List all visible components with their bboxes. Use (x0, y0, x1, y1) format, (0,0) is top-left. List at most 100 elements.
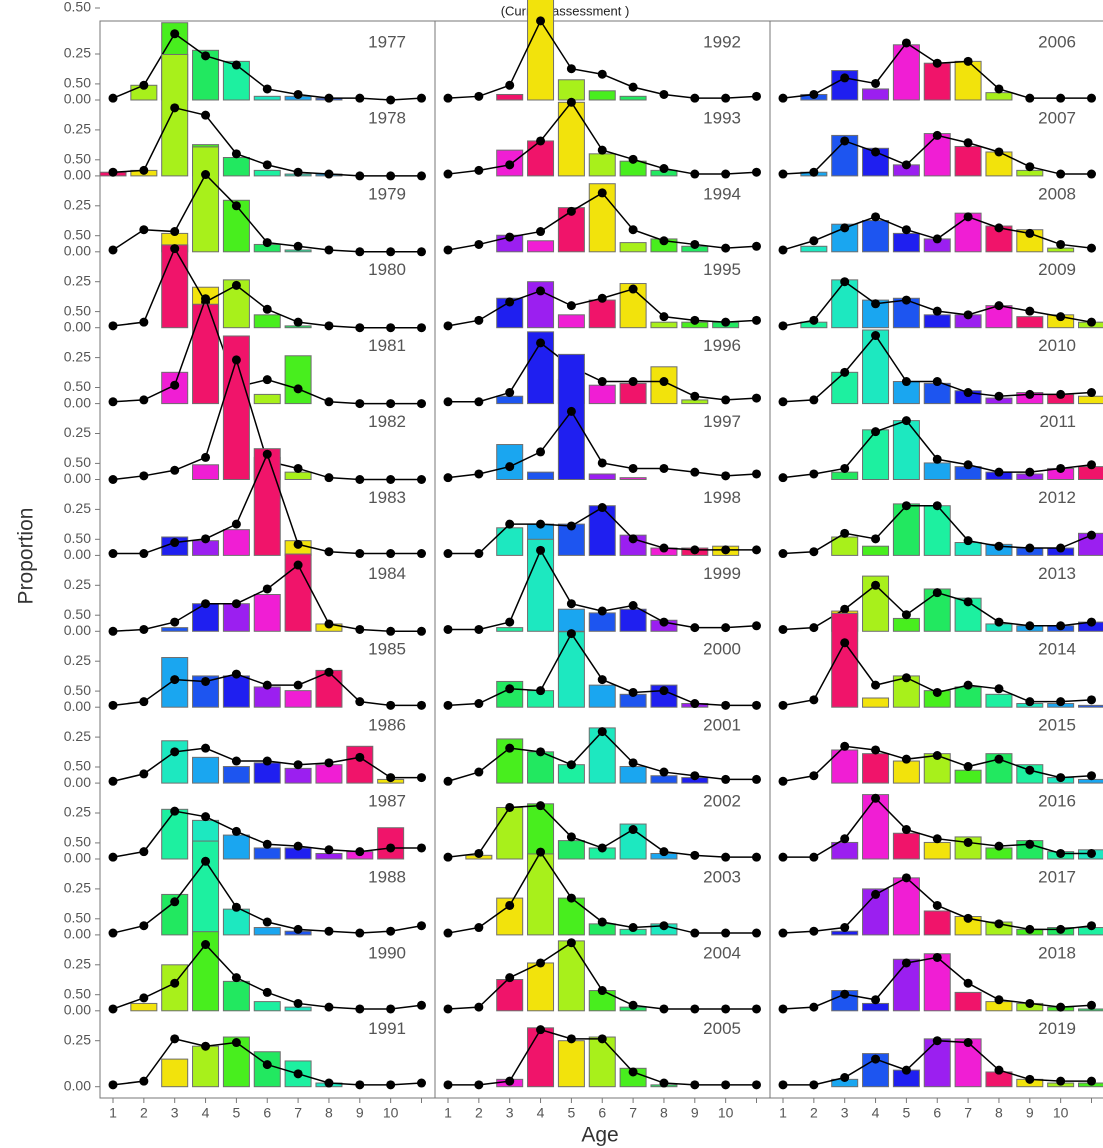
y-tick-label: 0.25 (64, 45, 91, 61)
predicted-point (964, 597, 973, 606)
predicted-point (964, 838, 973, 847)
predicted-point (263, 305, 272, 314)
x-tick-label: 5 (233, 1105, 241, 1121)
predicted-point (659, 847, 668, 856)
predicted-point (294, 999, 303, 1008)
y-tick-label: 0.00 (64, 774, 91, 790)
predicted-point (1087, 921, 1096, 930)
panel-title: 1978 (368, 108, 406, 127)
predicted-point (417, 773, 426, 782)
predicted-point (355, 475, 364, 484)
predicted-point (779, 397, 788, 406)
predicted-point (505, 684, 514, 693)
predicted-point (324, 845, 333, 854)
panel-title: 2003 (703, 867, 741, 886)
predicted-point (170, 807, 179, 816)
predicted-point (840, 605, 849, 614)
predicted-point (779, 1080, 788, 1089)
predicted-point (871, 794, 880, 803)
predicted-point (232, 599, 241, 608)
predicted-point (840, 277, 849, 286)
bar (285, 691, 311, 708)
predicted-point (721, 701, 730, 710)
x-tick-label: 1 (444, 1105, 452, 1121)
predicted-point (417, 475, 426, 484)
y-tick-label: 0.25 (64, 197, 91, 213)
predicted-point (109, 1004, 118, 1013)
predicted-point (536, 16, 545, 25)
predicted-point (232, 1038, 241, 1047)
predicted-point (324, 758, 333, 767)
predicted-point (139, 921, 148, 930)
panel-title: 2004 (703, 943, 741, 962)
predicted-point (1025, 925, 1034, 934)
predicted-point (598, 986, 607, 995)
y-tick-label: 0.00 (64, 1077, 91, 1093)
predicted-point (752, 775, 761, 784)
predicted-point (598, 503, 607, 512)
predicted-point (567, 207, 576, 216)
bar (558, 941, 584, 1011)
predicted-point (201, 170, 210, 179)
predicted-point (263, 1060, 272, 1069)
predicted-point (871, 331, 880, 340)
y-tick-label: 0.50 (64, 378, 91, 394)
predicted-point (294, 318, 303, 327)
predicted-point (1025, 94, 1034, 103)
predicted-point (1025, 999, 1034, 1008)
predicted-point (201, 677, 210, 686)
predicted-point (294, 384, 303, 393)
predicted-point (994, 223, 1003, 232)
bar (378, 828, 404, 859)
x-tick-label: 3 (841, 1105, 849, 1121)
panel-title: 1999 (703, 564, 741, 583)
predicted-point (386, 927, 395, 936)
bar (863, 1003, 889, 1010)
predicted-point (1056, 390, 1065, 399)
y-tick-label: 0.25 (64, 348, 91, 364)
predicted-point (598, 1034, 607, 1043)
predicted-point (201, 51, 210, 60)
predicted-point (474, 549, 483, 558)
predicted-point (567, 407, 576, 416)
y-tick-label: 0.50 (64, 0, 91, 15)
predicted-point (109, 549, 118, 558)
predicted-point (1025, 390, 1034, 399)
predicted-point (721, 170, 730, 179)
predicted-point (779, 777, 788, 786)
predicted-point (690, 545, 699, 554)
predicted-point (994, 301, 1003, 310)
bar (497, 94, 523, 100)
predicted-point (355, 399, 364, 408)
predicted-point (536, 801, 545, 810)
predicted-point (994, 392, 1003, 401)
predicted-point (659, 544, 668, 553)
predicted-point (294, 842, 303, 851)
predicted-point (536, 520, 545, 529)
bar (893, 45, 919, 100)
bar (863, 330, 889, 404)
predicted-point (752, 545, 761, 554)
bar (863, 795, 889, 859)
predicted-point (355, 753, 364, 762)
predicted-point (1025, 544, 1034, 553)
bar (924, 134, 950, 176)
predicted-point (417, 1001, 426, 1010)
predicted-point (536, 958, 545, 967)
predicted-point (779, 625, 788, 634)
predicted-point (417, 701, 426, 710)
predicted-point (752, 316, 761, 325)
predicted-point (232, 201, 241, 210)
y-tick-label: 0.50 (64, 226, 91, 242)
predicted-point (201, 294, 210, 303)
predicted-point (444, 1004, 453, 1013)
predicted-point (324, 619, 333, 628)
predicted-point (752, 242, 761, 251)
predicted-point (690, 316, 699, 325)
predicted-point (779, 1004, 788, 1013)
predicted-point (933, 1036, 942, 1045)
predicted-point (263, 160, 272, 169)
predicted-point (629, 1001, 638, 1010)
bar (863, 89, 889, 100)
predicted-point (871, 890, 880, 899)
